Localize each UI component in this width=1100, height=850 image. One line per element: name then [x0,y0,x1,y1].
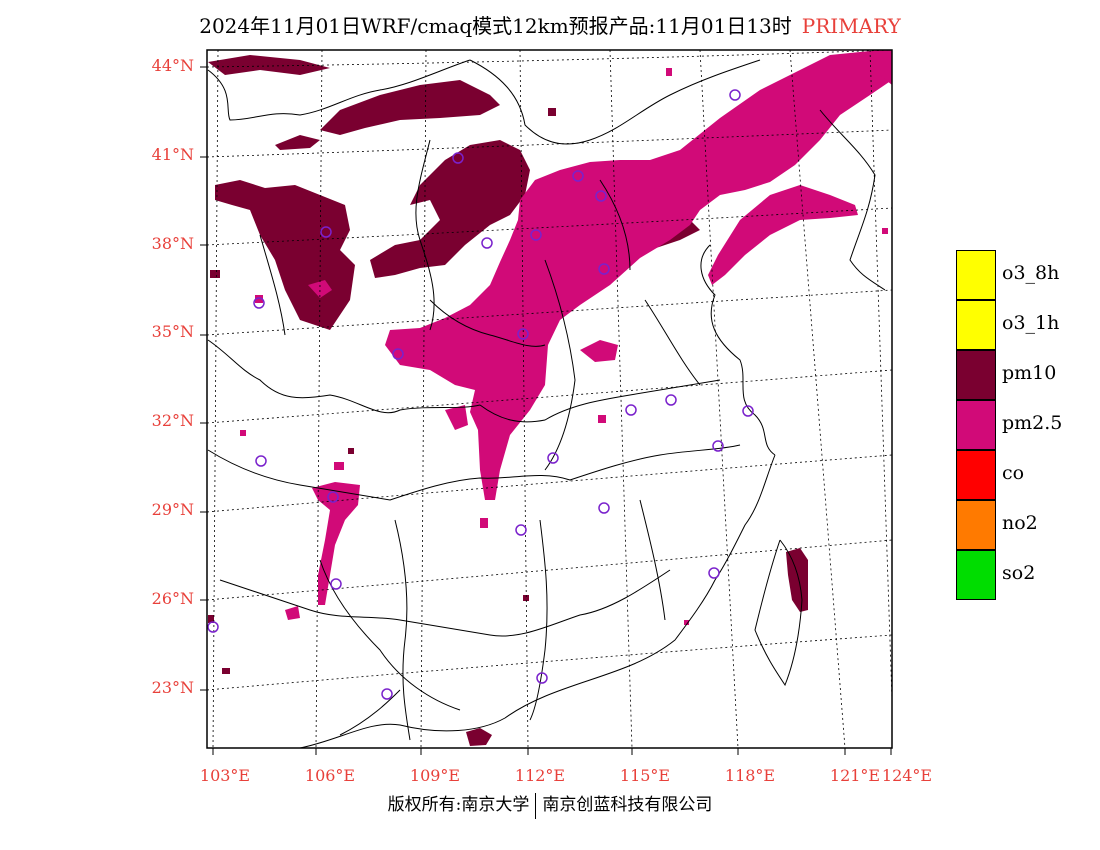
legend-label-so2: so2 [1002,562,1036,584]
lat-label-44n: 44°N [151,56,194,75]
map-frame [206,49,893,749]
lon-label-124e: 124°E [881,766,933,785]
copyright-company: 南京创蓝科技有限公司 [542,795,713,815]
legend-item-pm25: pm2.5 [956,400,1096,450]
lat-label-38n: 38°N [151,234,194,253]
copyright-line: 版权所有:南京大学 南京创蓝科技有限公司 [0,790,1100,819]
legend-swatch-o3-1h [956,300,996,350]
legend-label-o3-8h: o3_8h [1002,262,1060,284]
title-pollutant-flag: PRIMARY [801,14,901,38]
monitoring-stations [207,89,754,700]
lat-label-23n: 23°N [151,678,194,697]
axis-ticks [200,66,892,755]
lon-label-121e: 121°E [829,766,881,785]
lon-label-103e: 103°E [199,766,251,785]
legend-swatch-o3-8h [956,250,996,300]
legend-item-so2: so2 [956,550,1096,600]
legend-label-pm25: pm2.5 [1002,412,1063,434]
legend-label-co: co [1002,462,1025,484]
lat-label-32n: 32°N [151,411,194,430]
legend-label-no2: no2 [1002,512,1038,534]
lat-label-29n: 29°N [151,500,194,519]
lat-label-41n: 41°N [151,145,194,164]
lon-label-109e: 109°E [409,766,461,785]
pm25-areas [285,50,892,620]
title-main: 2024年11月01日WRF/cmaq模式12km预报产品:11月01日13时 [199,14,792,38]
lat-label-26n: 26°N [151,589,194,608]
scattered-cells [208,68,888,674]
lon-label-112e: 112°E [514,766,566,785]
legend-swatch-so2 [956,550,996,600]
lat-label-35n: 35°N [151,322,194,341]
legend-item-no2: no2 [956,500,1096,550]
lon-label-106e: 106°E [304,766,356,785]
legend-label-o3-1h: o3_1h [1002,312,1060,334]
legend-swatch-no2 [956,500,996,550]
copyright-separator [535,792,537,819]
legend-item-o3-1h: o3_1h [956,300,1096,350]
lon-label-118e: 118°E [724,766,776,785]
legend-swatch-co [956,450,996,500]
legend-swatch-pm10 [956,350,996,400]
legend-swatch-pm25 [956,400,996,450]
lon-label-115e: 115°E [619,766,671,785]
copyright-owner: 版权所有:南京大学 [387,795,530,815]
map-title: 2024年11月01日WRF/cmaq模式12km预报产品:11月01日13时 P… [0,10,1100,39]
legend-item-o3-8h: o3_8h [956,250,1096,300]
legend-item-pm10: pm10 [956,350,1096,400]
legend-item-co: co [956,450,1096,500]
legend-label-pm10: pm10 [1002,362,1057,384]
